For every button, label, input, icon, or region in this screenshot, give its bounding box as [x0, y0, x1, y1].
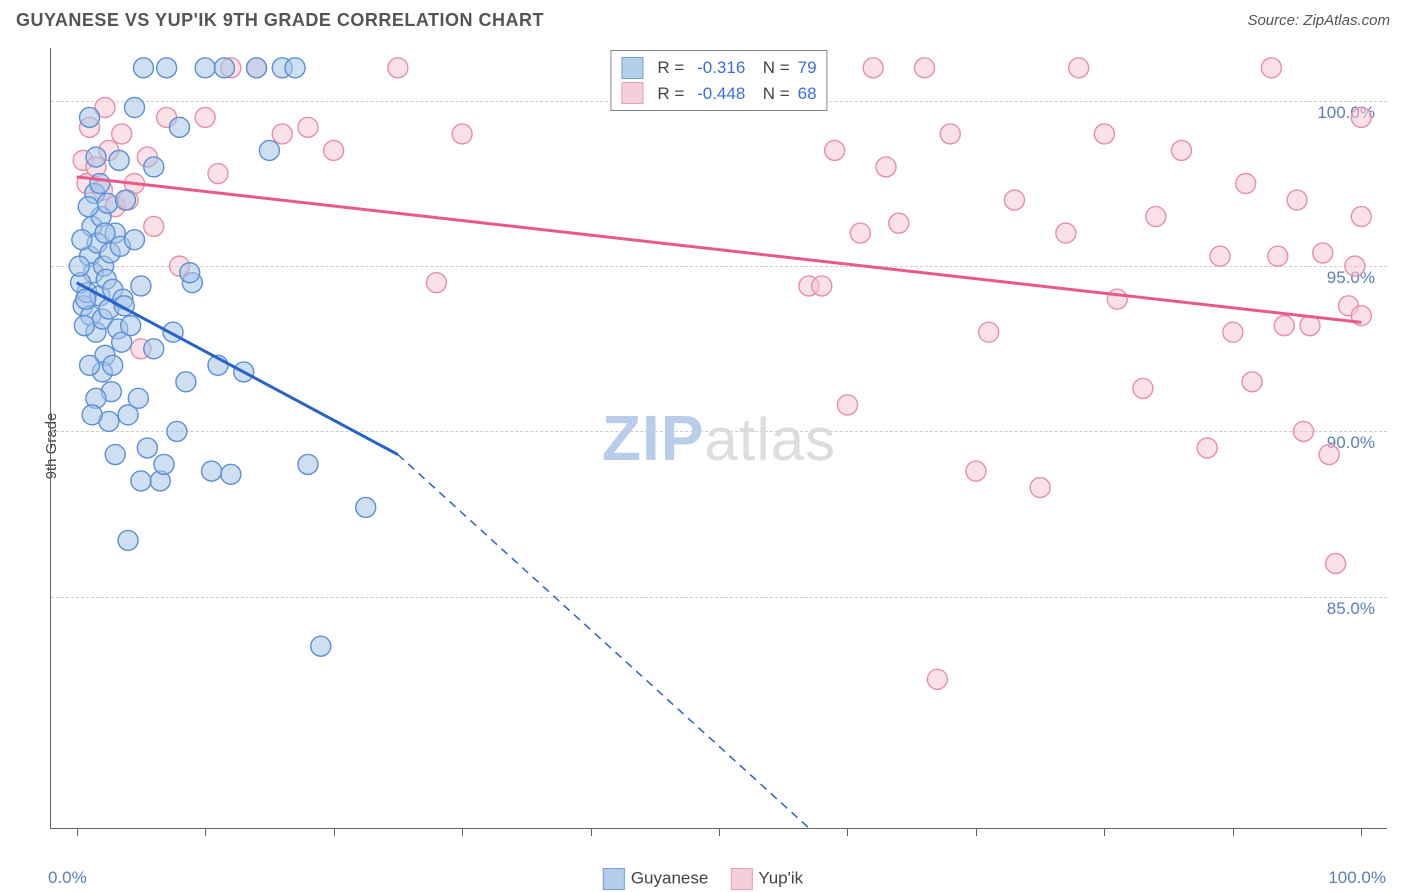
legend-item-1: Guyanese — [603, 868, 709, 890]
stat-row-2: R = -0.448 N =68 — [621, 81, 816, 107]
swatch-icon — [621, 57, 643, 79]
plot-svg — [51, 48, 1387, 828]
bottom-legend: Guyanese Yup'ik — [603, 868, 803, 890]
swatch-icon — [603, 868, 625, 890]
swatch-icon — [730, 868, 752, 890]
x-tick-mark — [1104, 828, 1105, 836]
x-tick-mark — [591, 828, 592, 836]
x-tick-left: 0.0% — [48, 868, 87, 888]
x-tick-mark — [1361, 828, 1362, 836]
x-tick-mark — [462, 828, 463, 836]
swatch-icon — [621, 82, 643, 104]
x-tick-mark — [205, 828, 206, 836]
chart-header: GUYANESE VS YUP'IK 9TH GRADE CORRELATION… — [16, 10, 1390, 31]
x-tick-mark — [334, 828, 335, 836]
x-tick-mark — [719, 828, 720, 836]
x-tick-right: 100.0% — [1328, 868, 1386, 888]
x-tick-mark — [1233, 828, 1234, 836]
chart-source: Source: ZipAtlas.com — [1247, 12, 1390, 29]
stat-row-1: R = -0.316 N =79 — [621, 55, 816, 81]
legend-item-2: Yup'ik — [730, 868, 803, 890]
x-tick-mark — [77, 828, 78, 836]
x-tick-mark — [847, 828, 848, 836]
plot-area: ZIPatlas R = -0.316 N =79 R = -0.448 N =… — [50, 48, 1387, 829]
stat-box: R = -0.316 N =79 R = -0.448 N =68 — [610, 50, 827, 111]
chart-title: GUYANESE VS YUP'IK 9TH GRADE CORRELATION… — [16, 10, 544, 31]
x-tick-mark — [976, 828, 977, 836]
